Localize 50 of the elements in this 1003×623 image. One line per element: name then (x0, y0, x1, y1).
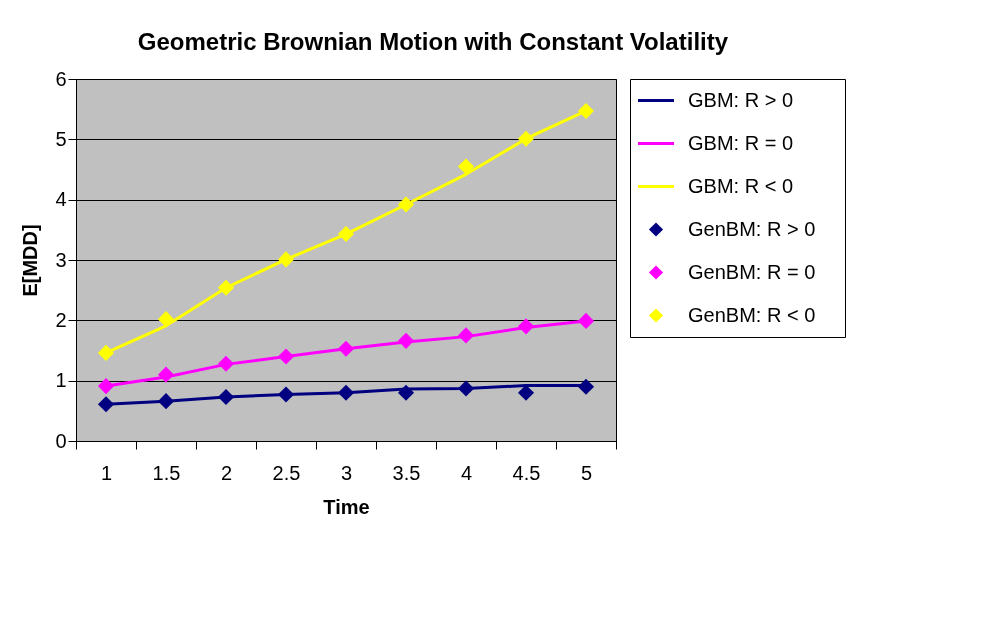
legend-label: GenBM: R = 0 (688, 260, 816, 283)
point (97, 396, 115, 413)
x-tick-label: 2.5 (272, 461, 301, 484)
legend-label: GenBM: R > 0 (688, 217, 816, 240)
x-axis-title: Time (323, 495, 370, 518)
y-tick-label: 5 (55, 127, 67, 150)
legend-label: GBM: R = 0 (688, 131, 794, 154)
x-tick-label: 1.5 (152, 461, 181, 484)
y-axis-title: E[MDD] (19, 224, 42, 297)
x-tick-label: 2 (220, 461, 233, 484)
point (217, 388, 235, 406)
x-tick-label: 3.5 (392, 461, 421, 484)
chart-title: Geometric Brownian Motion with Constant Volatility (137, 27, 729, 55)
y-tick-label: 0 (55, 429, 67, 452)
point (577, 312, 595, 329)
point (577, 102, 595, 120)
legend-label: GBM: R > 0 (688, 88, 794, 111)
point (517, 130, 535, 147)
point (157, 366, 175, 383)
point (337, 225, 355, 243)
point (217, 279, 235, 296)
y-tick-label: 3 (55, 248, 67, 271)
y-tick-label: 6 (55, 67, 67, 90)
point (397, 384, 415, 401)
point (97, 344, 115, 361)
x-tick-label: 1 (100, 461, 113, 484)
point (157, 393, 175, 410)
y-tick-label: 1 (55, 369, 67, 392)
legend-label: GenBM: R < 0 (688, 303, 816, 326)
point (277, 386, 295, 403)
point (457, 327, 475, 344)
point (277, 348, 295, 365)
x-tick-label: 4 (460, 461, 473, 484)
point (277, 251, 295, 268)
point (517, 318, 535, 335)
point (97, 378, 115, 395)
x-tick-label: 4.5 (512, 461, 541, 484)
y-tick-label: 2 (55, 308, 67, 331)
point (457, 158, 475, 175)
legend-label: GBM: R < 0 (688, 174, 794, 197)
x-tick-label: 3 (340, 461, 353, 484)
point (397, 332, 415, 349)
y-tick-label: 4 (55, 188, 67, 211)
point (217, 355, 235, 372)
point (577, 378, 595, 395)
point (397, 196, 415, 213)
x-tick-label: 5 (580, 461, 593, 484)
point (457, 380, 475, 397)
point (337, 384, 355, 401)
point (337, 340, 355, 357)
